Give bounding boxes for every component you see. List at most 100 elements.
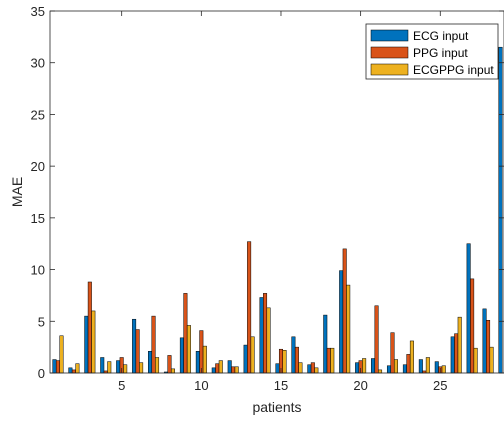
bar-ecg-input xyxy=(52,359,57,374)
y-tick-label: 10 xyxy=(31,263,45,278)
y-axis-label: MAE xyxy=(9,177,25,207)
bar-ppg-input xyxy=(167,355,172,374)
bar-ppg-input xyxy=(454,333,459,374)
legend-swatch xyxy=(370,63,409,76)
bar-ppg-input xyxy=(263,293,268,374)
bar-ecgppg-input xyxy=(234,366,239,374)
bar-ppg-input xyxy=(215,363,220,374)
bar-ecg-input xyxy=(450,336,455,374)
bar-ecg-input xyxy=(227,360,232,374)
bar-ppg-input xyxy=(151,315,156,374)
legend: ECG input PPG input ECGPPG input xyxy=(365,23,499,80)
bar-ppg-input xyxy=(231,366,236,374)
y-tick-label: 20 xyxy=(31,159,45,174)
bar-ppg-input xyxy=(486,320,491,374)
bar-ecgppg-input xyxy=(282,350,287,374)
bar-ecgppg-input xyxy=(139,362,144,374)
legend-swatch xyxy=(370,46,409,59)
bar-ecgppg-input xyxy=(378,369,383,374)
bars-group xyxy=(52,46,503,374)
bar-ppg-input xyxy=(135,329,140,374)
bar-ecg-input xyxy=(84,315,89,374)
bar-ecgppg-input xyxy=(59,335,64,374)
bar-ecgppg-input xyxy=(75,363,80,374)
x-tick-label: 25 xyxy=(433,378,447,393)
bar-ppg-input xyxy=(326,347,331,374)
bar-ecg-input xyxy=(68,367,73,374)
y-tick-label: 25 xyxy=(31,107,45,122)
bar-ecgppg-input xyxy=(409,340,414,374)
bar-ecgppg-input xyxy=(425,357,430,374)
legend-entry: ECG input xyxy=(413,29,469,43)
bar-ecgppg-input xyxy=(314,367,319,374)
bar-ecg-input xyxy=(116,360,121,374)
bar-ecg-input xyxy=(371,358,376,374)
bar-ppg-input xyxy=(183,293,188,374)
bar-ppg-input xyxy=(406,354,411,374)
bar-ecg-input xyxy=(307,364,312,374)
bar-ecg-input xyxy=(259,297,264,374)
bar-ppg-input xyxy=(199,330,204,374)
bar-ppg-input xyxy=(374,305,379,374)
bar-ecgppg-input xyxy=(346,284,351,374)
bar-ecgppg-input xyxy=(362,358,367,374)
y-tick-label: 5 xyxy=(38,314,45,329)
y-tick-label: 15 xyxy=(31,211,45,226)
bar-ecg-input xyxy=(243,344,248,374)
bar-ecg-input xyxy=(498,46,503,374)
bar-ppg-input xyxy=(470,278,475,374)
bar-ecg-input xyxy=(482,308,487,374)
bar-ecg-input xyxy=(195,351,200,374)
bar-ecg-input xyxy=(211,367,216,374)
bar-ecgppg-input xyxy=(489,346,494,374)
bar-ecgppg-input xyxy=(266,307,271,374)
x-tick-label: 20 xyxy=(353,378,367,393)
y-tick-label: 30 xyxy=(31,56,45,71)
bar-ecgppg-input xyxy=(186,325,191,374)
bar-ppg-input xyxy=(87,281,92,374)
bar-ppg-input xyxy=(71,369,76,374)
bar-ecgppg-input xyxy=(457,316,462,374)
axes-group: 0 5 10 15 20 25 30 35 5 10 15 20 25 xyxy=(31,4,504,393)
y-tick-label: 35 xyxy=(31,4,45,19)
bar-ecgppg-input xyxy=(202,345,207,374)
bar-ecgppg-input xyxy=(91,310,96,374)
bar-ecgppg-input xyxy=(123,364,128,374)
bar-ecg-input xyxy=(355,362,360,374)
bar-ecgppg-input xyxy=(298,362,303,374)
bar-ecgppg-input xyxy=(155,357,160,374)
bar-ecg-input xyxy=(148,351,153,374)
axes-box xyxy=(49,10,504,374)
bar-ecg-input xyxy=(434,361,439,374)
bar-ecgppg-input xyxy=(170,368,175,374)
bar-ppg-input xyxy=(55,360,60,374)
bar-ecgppg-input xyxy=(441,365,446,374)
bar-ecgppg-input xyxy=(330,347,335,374)
x-axis-label: patients xyxy=(252,399,301,415)
legend-entry: PPG input xyxy=(413,46,468,60)
bar-ecgppg-input xyxy=(250,336,255,374)
bar-ecg-input xyxy=(402,364,407,374)
bar-ecgppg-input xyxy=(473,347,478,374)
bar-ppg-input xyxy=(342,248,347,374)
bar-ecgppg-input xyxy=(107,361,112,374)
bar-ppg-input xyxy=(390,332,395,374)
x-tick-label: 10 xyxy=(194,378,208,393)
bar-ecg-input xyxy=(275,363,280,374)
bar-ecgppg-input xyxy=(393,359,398,374)
bar-ppg-input xyxy=(294,346,299,374)
bar-ecg-input xyxy=(339,270,344,374)
bar-ppg-input xyxy=(310,362,315,374)
y-tick-label: 0 xyxy=(38,366,45,381)
x-tick-label: 15 xyxy=(274,378,288,393)
bar-ecg-input xyxy=(386,365,391,374)
bar-ppg-input xyxy=(247,241,252,374)
bar-ecg-input xyxy=(100,357,105,374)
bar-ecg-input xyxy=(291,336,296,374)
legend-swatch xyxy=(370,29,409,42)
x-tick-label: 5 xyxy=(118,378,125,393)
bar-ecg-input xyxy=(132,318,137,374)
bar-ecg-input xyxy=(323,314,328,374)
bar-ecg-input xyxy=(466,243,471,374)
